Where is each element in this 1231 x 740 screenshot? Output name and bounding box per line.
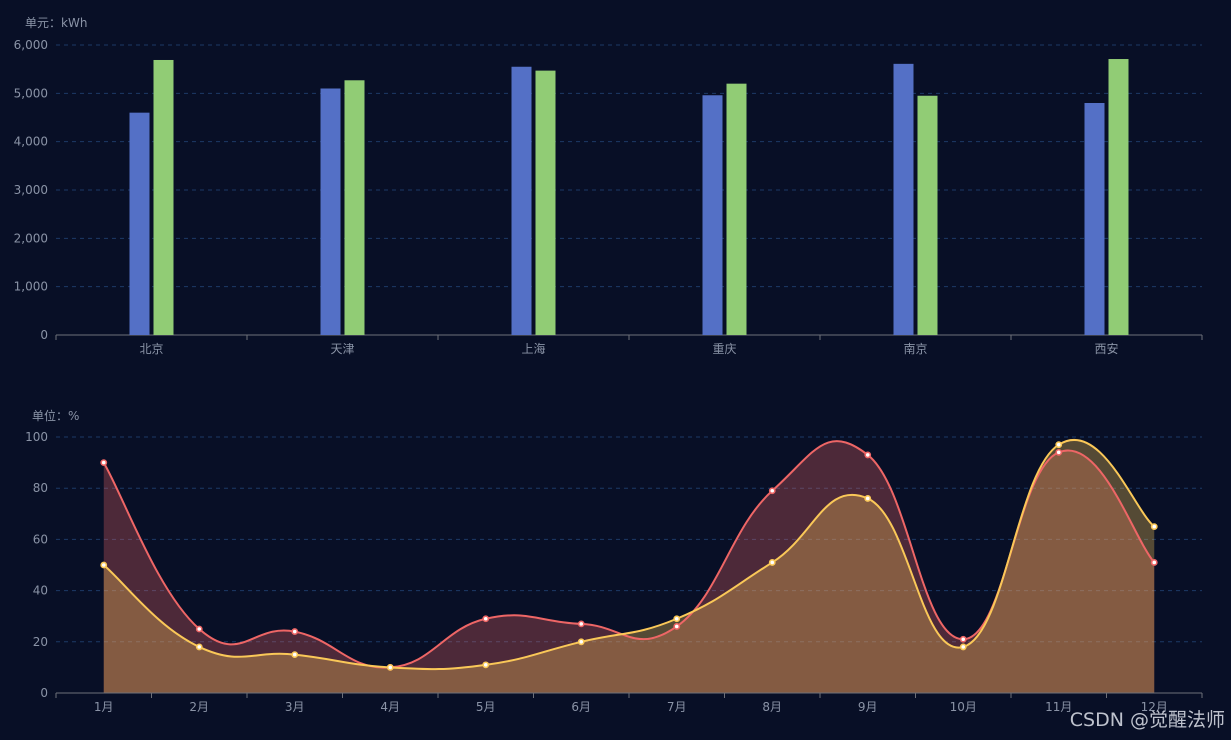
series-point [1055, 448, 1063, 456]
watermark-text: CSDN @觉醒法师 [1069, 709, 1225, 731]
bar-y-tick-label: 6,000 [14, 38, 48, 52]
line-y-tick-label: 80 [33, 481, 48, 495]
series-point [864, 451, 872, 459]
series-point [386, 663, 394, 671]
line-x-tick-label: 12月 [1141, 700, 1168, 714]
series-point [577, 620, 585, 628]
bar-chart: 0 1,000 2,000 3,000 4,000 5,000 6,000 北京 天津 上海 重庆 南… [14, 38, 1203, 356]
series-point [195, 643, 203, 651]
series-point [864, 495, 872, 502]
series-point [100, 561, 108, 569]
bar-y-tick-label: 4,000 [14, 135, 48, 149]
bar-mark [153, 59, 174, 335]
bar-y-tick-label: 2,000 [14, 231, 48, 245]
bar-x-tick-label: 上海 [521, 341, 545, 356]
series-point [482, 615, 490, 623]
series-point [959, 643, 967, 651]
bar-x-tick-label: 重庆 [712, 342, 736, 356]
series-point [482, 661, 490, 669]
bar-mark [917, 95, 938, 335]
bar-x-tick-label: 南京 [903, 341, 927, 356]
line-y-tick-label: 60 [33, 532, 48, 546]
line-y-tick-label: 40 [33, 584, 48, 598]
series-point [291, 628, 299, 635]
bar-x-tick-label: 北京 [139, 342, 163, 356]
line-y-tick-label: 20 [33, 635, 48, 649]
series-point [195, 625, 203, 633]
bar-mark [320, 88, 341, 335]
bar-y-tick-label: 5,000 [14, 86, 48, 100]
series-point [577, 638, 585, 646]
area-fill [103, 439, 1155, 693]
area-fill [103, 441, 1155, 693]
bar-x-tick-label: 天津 [330, 342, 354, 356]
series-point [959, 635, 967, 643]
bar-y-tick-label: 3,000 [14, 183, 48, 197]
line-x-tick-label: 11月 [1045, 700, 1072, 714]
line-x-tick-label: 6月 [571, 700, 591, 714]
line-x-tick-label: 7月 [667, 700, 687, 714]
bar-mark [726, 83, 747, 336]
series-point [673, 615, 681, 623]
series-point [291, 651, 299, 658]
series-point [1150, 559, 1158, 566]
line-x-tick-label: 1月 [94, 700, 114, 714]
line-y-tick-label: 100 [25, 430, 48, 444]
series-point [673, 623, 681, 630]
line-x-tick-label: 8月 [762, 700, 782, 714]
line-x-tick-label: 2月 [189, 700, 209, 714]
series-point [1150, 523, 1158, 530]
bar-mark [1108, 59, 1129, 336]
bar-x-tick-label: 西安 [1094, 341, 1118, 356]
line-x-tick-label: 9月 [858, 700, 878, 714]
series-point [768, 487, 776, 495]
bar-mark [344, 80, 365, 336]
bar-y-tick-label: 0 [40, 328, 48, 342]
line-x-tick-label: 5月 [476, 700, 496, 714]
area-line-chart: 0 20 40 60 80 100 1月 2月 3月 4月 5月 6月 7月 8月 9月 10月 11月 12月 [25, 430, 1203, 714]
bar-mark [535, 70, 556, 335]
bar-mark [893, 63, 914, 335]
series-point [1055, 441, 1063, 449]
series-point [100, 459, 108, 466]
bar-y-tick-label: 1,000 [14, 280, 48, 294]
bar-mark [1084, 103, 1105, 335]
line-x-tick-label: 4月 [380, 700, 400, 714]
line-y-tick-label: 0 [40, 686, 48, 700]
bar-mark [702, 95, 723, 336]
bar-mark [129, 112, 150, 336]
line-chart-unit-label: 单位：% [32, 409, 80, 423]
bar-mark [511, 66, 532, 335]
line-x-tick-label: 3月 [285, 700, 305, 714]
line-x-tick-label: 10月 [950, 700, 977, 714]
series-point [768, 559, 776, 566]
bar-chart-unit-label: 单元：kWh [25, 16, 88, 30]
